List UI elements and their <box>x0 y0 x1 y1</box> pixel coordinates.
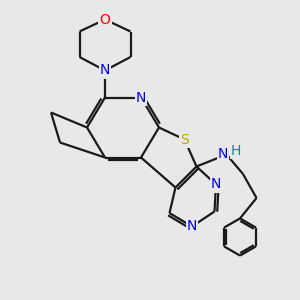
Text: N: N <box>218 148 228 161</box>
Text: N: N <box>136 91 146 104</box>
Text: N: N <box>187 220 197 233</box>
Text: H: H <box>231 144 241 158</box>
Text: N: N <box>211 178 221 191</box>
Text: N: N <box>100 64 110 77</box>
Text: S: S <box>180 133 189 146</box>
Text: O: O <box>100 13 110 26</box>
